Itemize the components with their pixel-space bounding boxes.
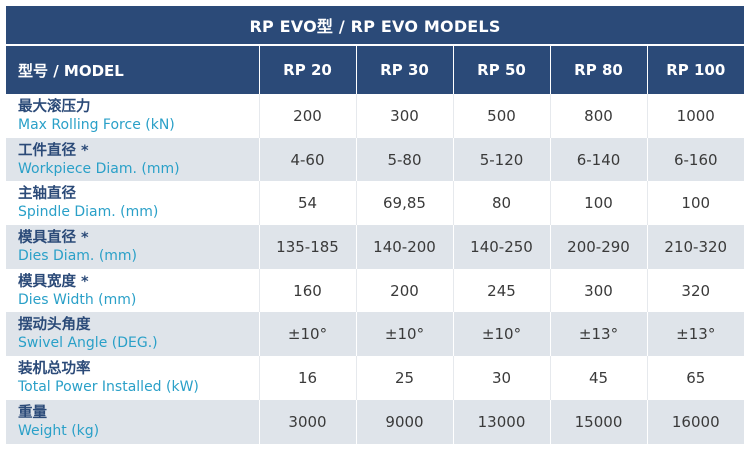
model-header-rp50: RP 50 [452, 46, 550, 94]
table-cell: 16 [258, 356, 356, 400]
row-label: 主轴直径 Spindle Diam. (mm) [6, 181, 259, 226]
row-label: 模具直径 * Dies Diam. (mm) [6, 225, 259, 269]
table-row: 最大滚压力 Max Rolling Force (kN) 200 300 500… [6, 94, 744, 138]
table-row: 摆动头角度 Swivel Angle (DEG.) ±10° ±10° ±10°… [6, 312, 744, 357]
row-label-en: Spindle Diam. (mm) [18, 204, 159, 221]
table-cell: 245 [452, 268, 550, 313]
table-cell: 200 [355, 268, 453, 313]
header-row: 型号 / MODEL RP 20 RP 30 RP 50 RP 80 RP 10… [6, 46, 744, 94]
table-cell: 5-120 [452, 137, 550, 182]
row-label-cn: 模具直径 * [18, 229, 89, 246]
table-row: 主轴直径 Spindle Diam. (mm) 54 69,85 80 100 … [6, 181, 744, 226]
table-cell: ±13° [549, 312, 647, 357]
table-row: 重量 Weight (kg) 3000 9000 13000 15000 160… [6, 399, 744, 444]
table-cell: ±10° [452, 312, 550, 357]
table-cell: 16000 [646, 399, 744, 444]
table-cell: 4-60 [258, 137, 356, 182]
table-cell: ±10° [355, 312, 453, 357]
table-cell: 54 [258, 181, 356, 226]
table-cell: 100 [549, 181, 647, 226]
table-cell: 320 [646, 268, 744, 313]
table-cell: 200 [258, 94, 356, 138]
row-label: 重量 Weight (kg) [6, 399, 259, 444]
table-cell: 3000 [258, 399, 356, 444]
table-cell: 65 [646, 356, 744, 400]
row-label-cn: 摆动头角度 [18, 317, 91, 334]
table-cell: 1000 [646, 94, 744, 138]
table-cell: 300 [355, 94, 453, 138]
row-label-en: Workpiece Diam. (mm) [18, 160, 180, 177]
table-cell: ±10° [258, 312, 356, 357]
row-label-cn: 最大滚压力 [18, 98, 91, 115]
table-cell: 140-200 [355, 225, 453, 269]
row-label: 摆动头角度 Swivel Angle (DEG.) [6, 312, 259, 357]
row-label-cn: 工件直径 * [18, 142, 89, 159]
table-cell: 160 [258, 268, 356, 313]
spec-table: 型号 / MODEL RP 20 RP 30 RP 50 RP 80 RP 10… [6, 46, 744, 444]
table-cell: 9000 [355, 399, 453, 444]
row-label-en: Dies Diam. (mm) [18, 247, 138, 264]
table-cell: 300 [549, 268, 647, 313]
table-row: 装机总功率 Total Power Installed (kW) 16 25 3… [6, 356, 744, 400]
table-cell: 30 [452, 356, 550, 400]
table-cell: ±13° [646, 312, 744, 357]
row-label-en: Weight (kg) [18, 422, 100, 439]
table-cell: 5-80 [355, 137, 453, 182]
row-label-cn: 主轴直径 [18, 186, 76, 203]
table-cell: 500 [452, 94, 550, 138]
model-header-rp100: RP 100 [646, 46, 744, 94]
table-title: RP EVO型 / RP EVO MODELS [6, 6, 744, 46]
table-cell: 80 [452, 181, 550, 226]
table-cell: 45 [549, 356, 647, 400]
table-cell: 200-290 [549, 225, 647, 269]
model-header-rp30: RP 30 [355, 46, 453, 94]
row-label: 模具宽度 * Dies Width (mm) [6, 268, 259, 313]
table-cell: 800 [549, 94, 647, 138]
table-cell: 25 [355, 356, 453, 400]
table-cell: 210-320 [646, 225, 744, 269]
table-cell: 69,85 [355, 181, 453, 226]
row-label-en: Max Rolling Force (kN) [18, 116, 175, 133]
model-column-header: 型号 / MODEL [6, 46, 259, 94]
table-cell: 100 [646, 181, 744, 226]
row-label-en: Total Power Installed (kW) [18, 378, 199, 395]
table-cell: 6-140 [549, 137, 647, 182]
table-cell: 140-250 [452, 225, 550, 269]
row-label-cn: 装机总功率 [18, 360, 91, 377]
table-cell: 135-185 [258, 225, 356, 269]
row-label-cn: 模具宽度 * [18, 273, 89, 290]
table-row: 模具直径 * Dies Diam. (mm) 135-185 140-200 1… [6, 225, 744, 269]
table-row: 模具宽度 * Dies Width (mm) 160 200 245 300 3… [6, 268, 744, 313]
row-label-en: Dies Width (mm) [18, 291, 137, 308]
row-label: 最大滚压力 Max Rolling Force (kN) [6, 94, 259, 138]
table-cell: 15000 [549, 399, 647, 444]
row-label-en: Swivel Angle (DEG.) [18, 335, 158, 352]
spec-table-container: RP EVO型 / RP EVO MODELS 型号 / MODEL RP 20… [6, 6, 744, 444]
table-row: 工件直径 * Workpiece Diam. (mm) 4-60 5-80 5-… [6, 137, 744, 182]
row-label: 工件直径 * Workpiece Diam. (mm) [6, 137, 259, 182]
row-label: 装机总功率 Total Power Installed (kW) [6, 356, 259, 400]
model-header-rp20: RP 20 [258, 46, 356, 94]
model-header-rp80: RP 80 [549, 46, 647, 94]
table-cell: 13000 [452, 399, 550, 444]
row-label-cn: 重量 [18, 404, 47, 421]
table-cell: 6-160 [646, 137, 744, 182]
